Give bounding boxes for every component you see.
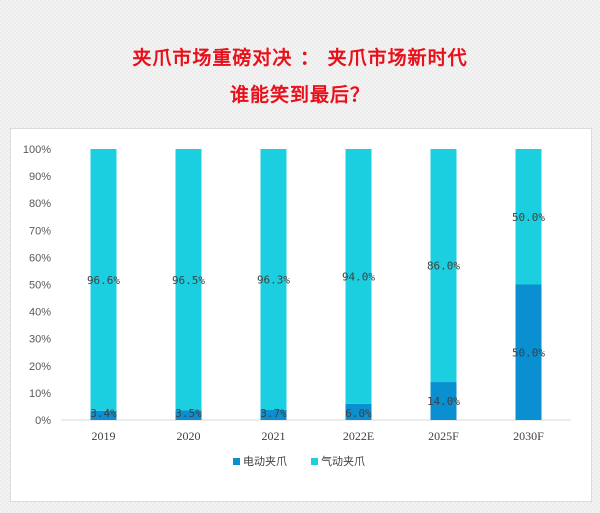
y-tick-label: 10% (29, 388, 51, 400)
x-tick-label: 2021 (262, 429, 286, 443)
x-tick-label: 2020 (177, 429, 201, 443)
legend-label-electric: 电动夹爪 (243, 455, 287, 468)
data-label-electric: 6.0% (345, 407, 372, 420)
data-label-pneumatic: 96.5% (172, 274, 205, 287)
x-tick-label: 2019 (92, 429, 116, 443)
bar-segment-pneumatic (515, 149, 542, 285)
data-label-electric: 3.5% (175, 407, 202, 420)
bar-segment-electric (175, 410, 202, 420)
legend-swatch-electric (233, 458, 240, 465)
bar-segment-pneumatic (345, 149, 372, 404)
bar-segment-electric (430, 382, 457, 420)
legend-swatch-pneumatic (311, 458, 318, 465)
y-tick-label: 20% (29, 361, 51, 373)
x-tick-label: 2025F (428, 429, 459, 443)
y-tick-label: 100% (23, 144, 51, 156)
data-label-pneumatic: 86.0% (427, 260, 460, 273)
page-title-line-2: 谁能笑到最后？ (229, 84, 370, 106)
bar-segment-electric (90, 410, 117, 420)
data-label-pneumatic: 94.0% (342, 270, 375, 283)
y-tick-label: 40% (29, 307, 51, 319)
bar-segment-electric (345, 403, 372, 420)
data-label-electric: 50.0% (512, 346, 545, 359)
data-label-electric: 3.7% (260, 407, 287, 420)
y-tick-label: 90% (29, 171, 51, 183)
data-label-electric: 14.0% (427, 395, 460, 408)
x-tick-label: 2030F (513, 429, 544, 443)
bar-segment-pneumatic (260, 149, 287, 410)
x-tick-label: 2022E (343, 429, 374, 443)
bar-segment-electric (515, 284, 542, 420)
bar-segment-electric (260, 409, 287, 420)
chart-card: 0% 10% 20% 30% 40% 50% 60% 70% 80% 90% 100% 3.4% 96.… (10, 128, 592, 502)
bar-segment-pneumatic (430, 149, 457, 383)
data-label-electric: 3.4% (90, 407, 117, 420)
y-tick-label: 80% (29, 198, 51, 210)
y-tick-label: 60% (29, 252, 51, 264)
y-tick-label: 50% (29, 280, 51, 292)
data-label-pneumatic: 50.0% (512, 211, 545, 224)
stacked-bar-chart: 0% 10% 20% 30% 40% 50% 60% 70% 80% 90% 100% 3.4% 96.… (23, 144, 571, 468)
bar-segment-pneumatic (175, 149, 202, 411)
data-label-pneumatic: 96.3% (257, 273, 290, 286)
y-tick-label: 30% (29, 334, 51, 346)
data-label-pneumatic: 96.6% (87, 274, 120, 287)
y-tick-label: 0% (35, 415, 51, 427)
bar-segment-pneumatic (90, 149, 117, 411)
page-title-line-1: 夹爪市场重磅对决 ： 夹爪市场新时代 (132, 47, 468, 69)
y-tick-label: 70% (29, 225, 51, 237)
legend-label-pneumatic: 气动夹爪 (321, 454, 365, 468)
